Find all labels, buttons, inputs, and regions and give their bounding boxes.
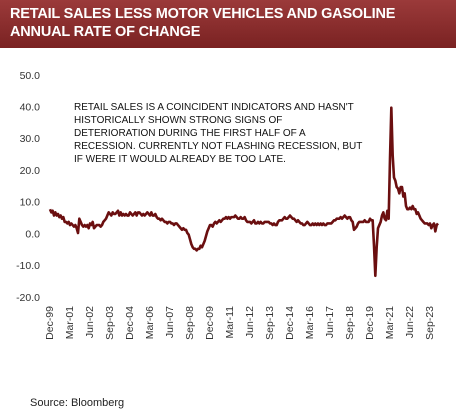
data-line	[48, 106, 439, 278]
x-tick-label: Mar-01	[64, 306, 76, 339]
x-tick-label: Jun-02	[84, 306, 96, 338]
x-tick-label: Dec-99	[44, 306, 56, 340]
y-tick-label: 10.0	[20, 197, 41, 209]
x-tick-label: Mar-06	[144, 306, 156, 339]
x-tick-label: Jun-07	[164, 306, 176, 338]
annotation: RETAIL SALES IS A COINCIDENT INDICATORS …	[74, 102, 363, 165]
y-tick-label: 50.0	[20, 70, 41, 82]
x-tick-label: Mar-11	[224, 306, 236, 339]
y-tick-label: -20.0	[16, 292, 40, 304]
x-tick-label: Mar-16	[304, 306, 316, 339]
x-tick-label: Jun-12	[244, 306, 256, 338]
x-tick-label: Dec-19	[364, 306, 376, 340]
chart-subtitle: ANNUAL RATE OF CHANGE	[10, 24, 201, 40]
x-tick-label: Sep-13	[264, 306, 276, 340]
x-tick-label: Dec-14	[284, 306, 296, 340]
y-tick-label: 30.0	[20, 133, 41, 145]
x-tick-label: Sep-23	[424, 306, 436, 340]
x-tick-label: Mar-21	[384, 306, 396, 339]
x-tick-label: Dec-04	[124, 306, 136, 340]
x-tick-label: Dec-09	[204, 306, 216, 340]
y-tick-label: -10.0	[16, 260, 40, 272]
y-tick-label: 40.0	[20, 101, 41, 113]
x-tick-label: Sep-03	[104, 306, 116, 340]
x-tick-label: Jun-17	[324, 306, 336, 338]
chart-title: RETAIL SALES LESS MOTOR VEHICLES AND GAS…	[10, 6, 396, 22]
source: Source: Bloomberg	[30, 397, 125, 409]
x-tick-label: Sep-08	[184, 306, 196, 340]
y-tick-label: 20.0	[20, 165, 41, 177]
title-banner: RETAIL SALES LESS MOTOR VEHICLES AND GAS…	[0, 0, 456, 48]
x-tick-label: Jun-22	[404, 306, 416, 338]
x-tick-label: Sep-18	[344, 306, 356, 340]
y-tick-label: 0.0	[25, 228, 40, 240]
